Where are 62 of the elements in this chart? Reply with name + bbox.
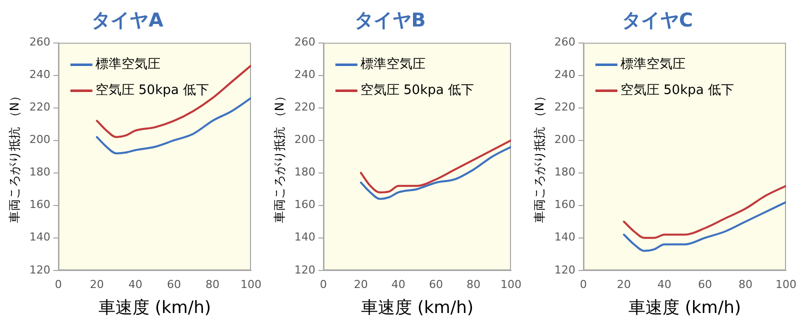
x-tick-label: 60 <box>698 278 712 291</box>
y-axis-title: 車両ころがり抵抗 （N） <box>532 90 546 223</box>
x-tick-label: 20 <box>354 278 368 291</box>
line-series <box>622 184 786 239</box>
legend-label: 空気圧 50kpa 低下 <box>620 83 734 98</box>
legend-label: 標準空気圧 <box>620 57 686 72</box>
y-tick-label: 120 <box>554 263 576 276</box>
x-tick-label: 100 <box>500 278 522 291</box>
y-tick-label: 140 <box>554 230 576 244</box>
y-tick-label: 160 <box>554 198 576 212</box>
y-tick-label: 240 <box>554 68 576 82</box>
y-tick-label: 200 <box>554 133 576 146</box>
y-tick-label: 180 <box>554 166 576 179</box>
y-tick-label: 140 <box>294 230 316 244</box>
x-tick-label: 100 <box>776 278 796 291</box>
y-tick-label: 220 <box>29 100 50 114</box>
x-tick-label: 40 <box>128 278 142 291</box>
y-tick-label: 240 <box>294 68 316 82</box>
y-tick-label: 260 <box>554 36 576 49</box>
y-tick-label: 260 <box>29 36 50 49</box>
legend-label: 標準空気圧 <box>360 57 426 72</box>
line-series <box>360 146 511 200</box>
x-tick-label: 80 <box>738 278 752 291</box>
x-tick-label: 0 <box>320 278 327 291</box>
y-tick-label: 160 <box>29 198 50 212</box>
y-tick-label: 180 <box>29 166 50 179</box>
y-tick-label: 220 <box>294 100 316 114</box>
y-tick-label: 120 <box>294 263 316 276</box>
legend-label: 空気圧 50kpa 低下 <box>95 83 209 98</box>
x-tick-label: 40 <box>391 278 406 291</box>
x-tick-label: 60 <box>166 278 181 291</box>
x-tick-label: 100 <box>240 278 262 291</box>
y-tick-label: 160 <box>294 198 316 212</box>
chart-title: タイヤC <box>622 9 693 32</box>
line-series <box>96 97 251 154</box>
x-tick-label: 0 <box>54 278 62 291</box>
y-tick-label: 260 <box>294 36 316 49</box>
x-tick-label: 80 <box>466 278 480 291</box>
y-tick-label: 220 <box>554 100 576 114</box>
x-tick-label: 40 <box>657 278 672 291</box>
y-tick-label: 140 <box>29 230 50 244</box>
chart-title: タイヤA <box>92 9 164 32</box>
x-tick-label: 60 <box>428 278 443 291</box>
y-tick-label: 200 <box>294 133 316 146</box>
line-series <box>360 139 511 194</box>
line-series <box>622 201 786 252</box>
x-tick-label: 0 <box>580 278 587 291</box>
x-tick-label: 80 <box>205 278 220 291</box>
y-tick-label: 180 <box>294 166 316 179</box>
x-tick-label: 20 <box>90 278 104 291</box>
y-axis-title: 車両ころがり抵抗 （N） <box>272 90 286 223</box>
chart-title: タイヤB <box>354 9 426 32</box>
legend-label: 標準空気圧 <box>95 57 160 72</box>
x-tick-label: 20 <box>616 278 631 291</box>
y-tick-label: 120 <box>29 263 50 276</box>
x-axis-title: 車速度 (km/h) <box>360 298 474 318</box>
y-tick-label: 200 <box>29 133 50 146</box>
y-axis-title: 車両ころがり抵抗 （N） <box>7 90 22 223</box>
legend-label: 空気圧 50kpa 低下 <box>360 83 474 98</box>
x-axis-title: 車速度 (km/h) <box>98 298 211 318</box>
y-tick-label: 240 <box>29 68 50 82</box>
x-axis-title: 車速度 (km/h) <box>628 298 741 318</box>
